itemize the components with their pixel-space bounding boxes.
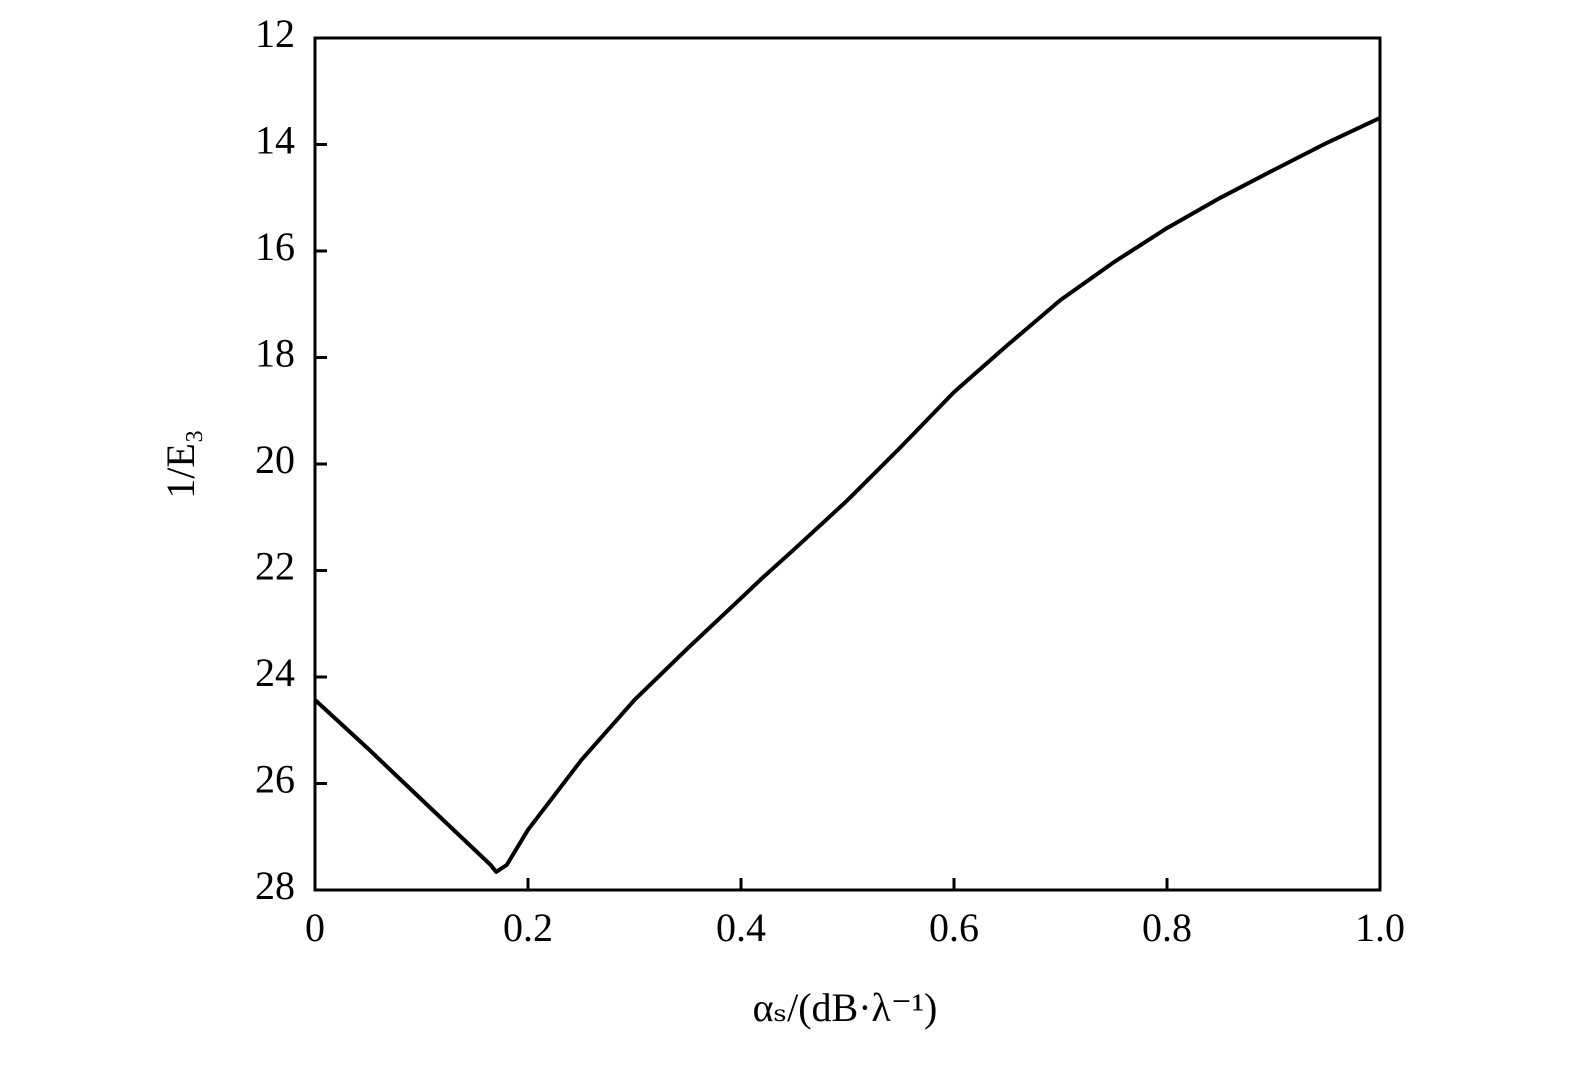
x-tick-label: 0.2 [503,905,553,950]
x-tick-label: 0 [305,905,325,950]
y-tick-label: 20 [255,437,295,482]
plot-frame [313,36,1382,892]
x-tick-label: 0.4 [716,905,766,950]
x-tick-label: 0.6 [929,905,979,950]
x-tick-label: 1.0 [1355,905,1405,950]
y-tick-label: 24 [255,650,295,695]
line-series [313,116,1381,874]
y-tick-label: 26 [255,757,295,802]
y-tick-label: 16 [255,224,295,269]
y-axis-label: 1/E₃ [158,429,203,499]
y-tick-label: 18 [255,331,295,376]
x-tick-label: 0.8 [1142,905,1192,950]
y-tick-label: 28 [255,863,295,908]
y-tick-label: 12 [255,11,295,56]
y-tick-label: 14 [255,118,295,163]
y-tick-label: 22 [255,544,295,589]
x-axis-label: αₛ/(dB·λ⁻¹) [753,985,938,1030]
